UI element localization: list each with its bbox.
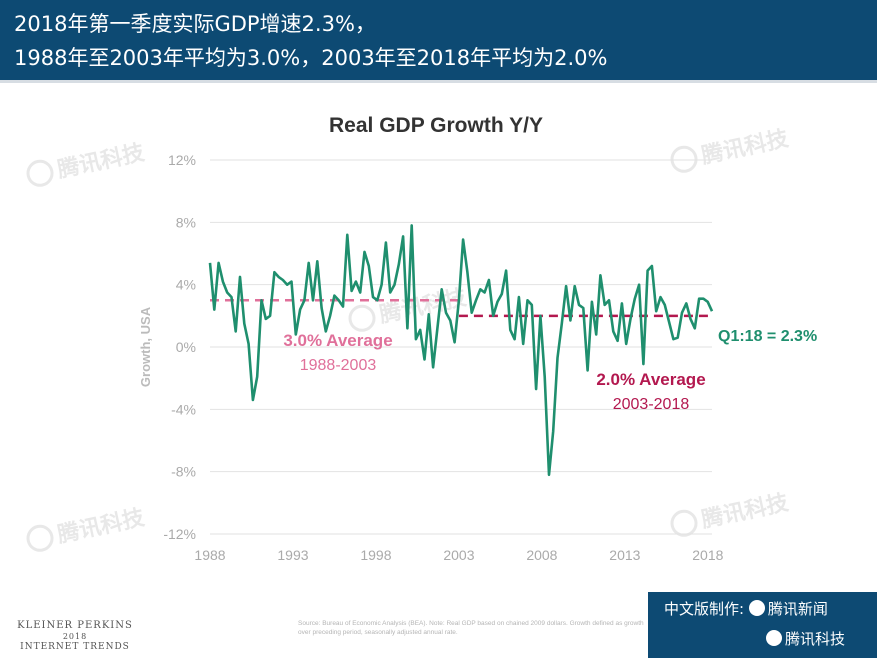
watermark-logo-icon <box>670 509 698 537</box>
y-tick-label: 12% <box>168 152 196 168</box>
y-tick-label: 0% <box>176 339 196 355</box>
x-tick-label: 2018 <box>692 547 723 563</box>
kleiner-perkins-logo: KLEINER PERKINS 2018 INTERNET TRENDS <box>10 620 140 652</box>
headline-line-2: 1988年至2003年平均为3.0%，2003年至2018年平均为2.0% <box>14 46 608 70</box>
badge-row-2: 腾讯科技 <box>766 628 845 649</box>
y-axis-ticks: 12% 8% 4% 0% -4% -8% -12% <box>163 152 196 542</box>
y-tick-label: -8% <box>171 464 196 480</box>
watermark-text: 腾讯科技 <box>699 126 791 169</box>
y-tick-label: -12% <box>163 526 196 542</box>
brand-name: KLEINER PERKINS <box>17 620 133 631</box>
report-name: INTERNET TRENDS <box>20 642 130 652</box>
x-tick-label: 2003 <box>443 547 474 563</box>
x-axis-ticks: 1988 1993 1998 2003 2008 2013 2018 <box>194 547 723 563</box>
y-axis-label: Growth, USA <box>138 306 153 387</box>
watermark-text: 腾讯科技 <box>55 505 147 548</box>
chart-annotations: Real GDP Growth Y/Y Growth, USA 3.0% Avera… <box>138 114 817 413</box>
tencent-news-icon <box>748 600 765 616</box>
report-year: 2018 <box>62 632 88 641</box>
x-tick-label: 2013 <box>609 547 640 563</box>
header-divider <box>0 80 877 83</box>
x-tick-label: 1993 <box>277 547 308 563</box>
watermark: 腾讯科技 <box>26 505 148 552</box>
watermark-text: 腾讯科技 <box>55 140 147 183</box>
watermark-logo-icon <box>670 145 698 173</box>
x-tick-label: 2008 <box>526 547 557 563</box>
watermark: 腾讯科技 <box>670 126 792 173</box>
badge-brand-tech: 腾讯科技 <box>785 630 846 648</box>
series-line <box>208 224 714 477</box>
end-value-label: Q1:18 = 2.3% <box>718 328 817 345</box>
average-2-label: 2.0% Average <box>596 370 705 389</box>
watermark: 腾讯科技 <box>670 490 792 537</box>
badge-brand-news: 腾讯新闻 <box>767 600 828 618</box>
watermark-logo-icon <box>348 304 376 332</box>
source-note: Source: Bureau of Economic Analysis (BEA… <box>298 620 644 636</box>
headline-line-1: 2018年第一季度实际GDP增速2.3%， <box>14 12 376 36</box>
series-gdp-growth <box>208 224 714 477</box>
watermark-logo-icon <box>26 524 54 552</box>
average-2-period: 2003-2018 <box>613 396 690 413</box>
tencent-tech-icon <box>766 630 782 646</box>
title-banner: 2018年第一季度实际GDP增速2.3%， 1988年至2003年平均为3.0%… <box>0 0 877 80</box>
x-tick-label: 1998 <box>360 547 391 563</box>
average-1-label: 3.0% Average <box>283 331 392 350</box>
badge-label: 中文版制作: <box>664 600 745 618</box>
producer-badge: 中文版制作: 腾讯新闻 腾讯科技 <box>648 592 877 658</box>
watermark-logo-icon <box>26 159 54 187</box>
y-tick-label: -4% <box>171 401 196 417</box>
watermark-text: 腾讯科技 <box>699 490 791 533</box>
chart-title: Real GDP Growth Y/Y <box>329 114 543 137</box>
x-tick-label: 1988 <box>194 547 225 563</box>
y-tick-label: 4% <box>176 277 196 293</box>
watermark: 腾讯科技 <box>26 140 148 187</box>
badge-row-1: 中文版制作: 腾讯新闻 <box>664 598 828 619</box>
y-tick-label: 8% <box>176 214 196 230</box>
average-1-period: 1988-2003 <box>300 357 377 374</box>
